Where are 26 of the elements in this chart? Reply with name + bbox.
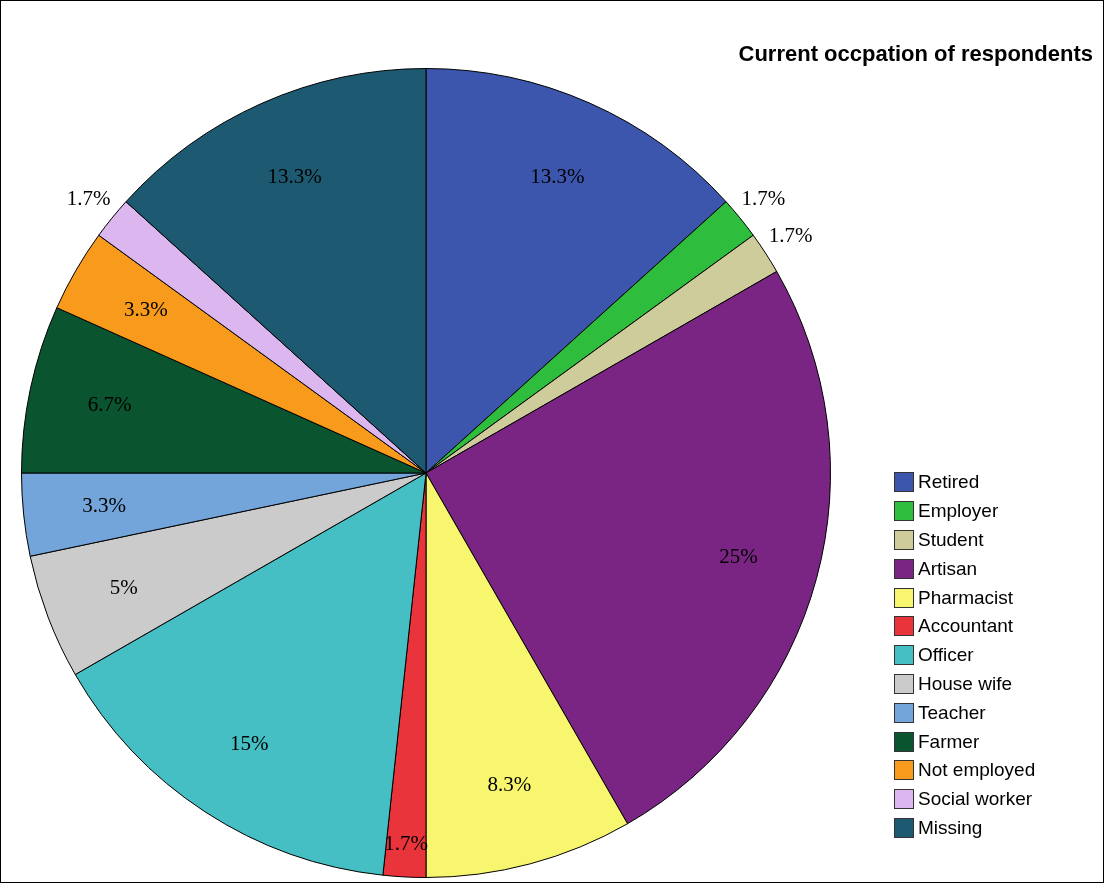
data-label: 13.3% <box>530 163 585 188</box>
legend-label: Employer <box>918 500 999 523</box>
legend-label: Teacher <box>918 701 986 724</box>
chart-title: Current occpation of respondents <box>738 41 1093 67</box>
data-label: 5% <box>109 574 138 599</box>
legend-label: Accountant <box>918 615 1014 638</box>
legend-label: Pharmacist <box>918 586 1014 609</box>
legend-label: Social worker <box>918 788 1033 811</box>
legend-label: Not employed <box>918 759 1036 782</box>
legend-label: Student <box>918 528 984 551</box>
data-label: 1.7% <box>66 185 111 210</box>
data-label: 3.3% <box>124 297 168 322</box>
data-label: 15% <box>229 730 269 755</box>
legend-label: House wife <box>918 672 1012 695</box>
data-label: 25% <box>719 543 758 568</box>
data-label: 3.3% <box>82 493 127 517</box>
legend-label: Artisan <box>918 557 978 580</box>
legend-label: Farmer <box>918 730 980 753</box>
data-label: 1.7% <box>768 223 813 248</box>
legend-label: Officer <box>918 644 974 667</box>
data-label: 6.7% <box>87 391 132 416</box>
legend-label: Retired <box>918 471 980 494</box>
data-label: 13.3% <box>267 163 322 188</box>
legend-label: Missing <box>918 816 983 839</box>
data-label: 1.7% <box>741 185 786 210</box>
data-label: 8.3% <box>487 772 532 797</box>
